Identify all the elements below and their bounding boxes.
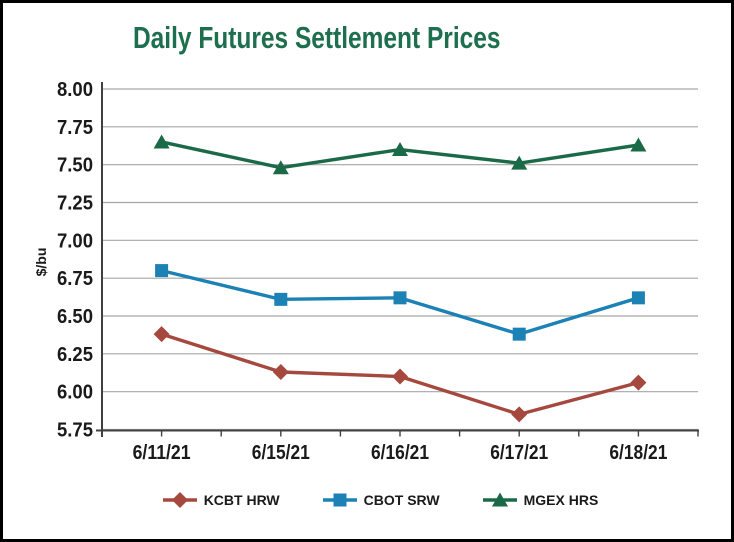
data-point-square [631, 291, 645, 305]
legend-item-cbot-srw: CBOT SRW [322, 492, 440, 508]
x-tick-label: 6/17/21 [490, 442, 548, 464]
data-point-square [333, 493, 347, 507]
data-point-triangle [153, 134, 170, 149]
x-tick-label: 6/15/21 [252, 442, 310, 464]
y-tick-label: 6.25 [57, 344, 93, 366]
y-tick-label: 7.75 [57, 117, 93, 139]
mgex-hrs-triangle-marker-icon [482, 492, 517, 507]
legend-item-kcbt-hrw: KCBT HRW [162, 492, 280, 508]
legend-item-mgex-hrs: MGEX HRS [482, 492, 599, 508]
plot-area: 8.00 7.75 7.50 7.25 7.00 6.75 6.50 6.25 6.00 5.75… [57, 79, 699, 464]
data-point-square [274, 292, 288, 306]
legend: KCBT HRW CBOT SRW MGEX HRS [3, 492, 731, 508]
series-cbot-srw [155, 264, 645, 341]
series-kcbt-hrw [153, 326, 647, 423]
chart-title: Daily Futures Settlement Prices [133, 20, 501, 55]
data-point-diamond [153, 326, 170, 343]
y-tick-label: 6.75 [57, 268, 93, 290]
data-point-square [512, 327, 526, 341]
data-point-diamond [272, 363, 289, 380]
data-point-square [155, 264, 169, 278]
data-point-triangle [392, 142, 408, 157]
y-tick-label: 6.50 [57, 306, 93, 328]
data-point-triangle [511, 155, 528, 170]
y-tick-label: 6.00 [57, 382, 93, 404]
x-tick-label: 6/16/21 [371, 442, 429, 464]
data-point-triangle [491, 492, 508, 507]
cbot-srw-square-marker-icon [322, 493, 357, 507]
y-tick-label: 5.75 [57, 420, 93, 442]
data-point-diamond [511, 406, 528, 423]
series-mgex-hrs [153, 134, 647, 175]
data-point-triangle [272, 160, 289, 175]
data-point-triangle [630, 137, 647, 152]
legend-label-kcbt-hrw: KCBT HRW [203, 492, 280, 508]
data-point-square [393, 291, 407, 305]
kcbt-hrw-diamond-marker-icon [162, 492, 197, 508]
x-tick-label: 6/11/21 [133, 442, 191, 464]
data-point-diamond [630, 374, 647, 391]
legend-label-cbot-srw: CBOT SRW [363, 492, 440, 508]
data-point-diamond [171, 492, 188, 508]
legend-label-mgex-hrs: MGEX HRS [523, 492, 599, 508]
x-tick-label: 6/18/21 [609, 442, 667, 464]
y-tick-label: 7.50 [57, 155, 93, 177]
y-tick-label: 7.00 [57, 230, 93, 252]
y-tick-label: 8.00 [57, 79, 93, 101]
data-point-diamond [392, 368, 408, 385]
y-tick-label: 7.25 [57, 193, 93, 215]
